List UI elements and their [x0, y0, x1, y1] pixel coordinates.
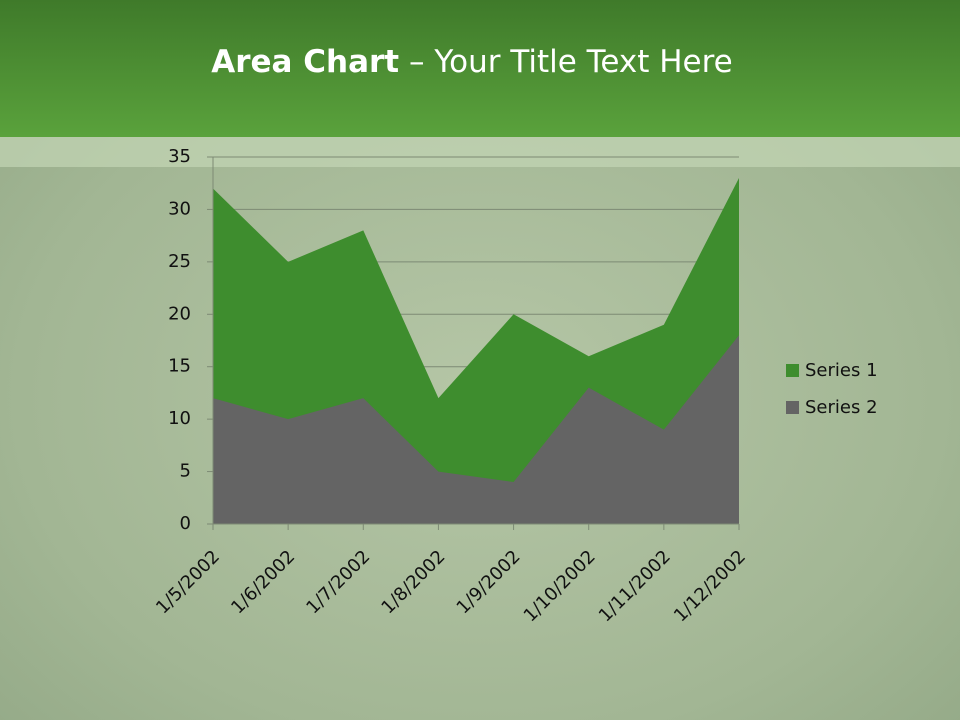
band — [0, 137, 960, 167]
y-tick-label: 25 — [168, 251, 191, 272]
title-rest: – Your Title Text Here — [409, 44, 733, 80]
legend-swatch — [786, 364, 799, 377]
y-tick-label: 20 — [168, 303, 191, 324]
area — [213, 335, 739, 524]
chart-title: Area Chart – Your Title Text Here — [211, 44, 732, 80]
header — [0, 0, 960, 137]
legend-swatch — [786, 401, 799, 414]
y-tick-label: 10 — [168, 408, 191, 429]
y-tick-label: 0 — [180, 513, 191, 534]
y-tick-label: 35 — [168, 146, 191, 167]
legend-label: Series 2 — [805, 397, 878, 418]
legend-label: Series 1 — [805, 360, 878, 381]
y-tick-label: 15 — [168, 356, 191, 377]
y-tick-label: 5 — [180, 461, 191, 482]
title-bold: Area Chart — [211, 44, 399, 80]
y-tick-label: 30 — [168, 198, 191, 219]
